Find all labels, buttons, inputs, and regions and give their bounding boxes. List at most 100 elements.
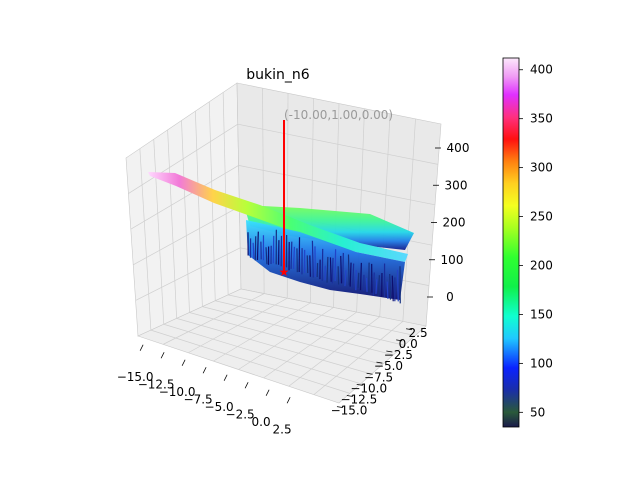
- y-tick-mark: [406, 328, 413, 331]
- chart-title: bukin_n6: [246, 67, 310, 83]
- colorbar-fill: [502, 57, 520, 428]
- grid-line: [228, 294, 416, 336]
- surface-spike: [311, 240, 314, 278]
- y-tick-label: −7.5: [364, 370, 393, 384]
- surface-spike: [252, 242, 255, 259]
- colorbar-tick-label: 150: [530, 307, 553, 321]
- y-tick-mark: [396, 339, 403, 342]
- surface-ridge: [148, 172, 408, 262]
- grid-line: [215, 300, 405, 346]
- x-tick-label: −12.5: [138, 377, 175, 391]
- grid-line: [139, 148, 152, 331]
- colorbar-tick-label: 250: [530, 210, 553, 224]
- y-axis-ticks: −15.0−12.5−10.0−7.5−5.0−2.50.02.5: [331, 326, 428, 418]
- y-tick-mark: [356, 384, 363, 386]
- surface-spike: [352, 263, 355, 288]
- surface-spike: [359, 262, 362, 291]
- grid-line: [135, 247, 241, 301]
- grid-line: [288, 316, 380, 387]
- minimum-annotation: (-10.00,1.00,0.00): [284, 108, 393, 122]
- surface-spike: [256, 231, 259, 261]
- x-tick-label: −15.0: [117, 370, 154, 384]
- x-tick-mark: [286, 397, 291, 404]
- x-tick-label: 2.5: [273, 422, 292, 436]
- grid-line: [153, 139, 165, 325]
- surface-spike: [290, 241, 293, 269]
- minimum-star: ★: [279, 265, 290, 279]
- surface-spike: [375, 279, 378, 294]
- surface-spike: [365, 277, 368, 292]
- z-tick-label: 0: [446, 290, 454, 304]
- surface-plot: [148, 172, 414, 304]
- x-tick-mark: [139, 344, 144, 351]
- grid-line: [130, 165, 239, 230]
- surface-spike: [331, 257, 334, 284]
- y-tick-label: −10.0: [350, 381, 387, 395]
- x-tick-mark: [244, 382, 249, 389]
- x-tick-mark: [265, 389, 270, 396]
- grid-line: [128, 123, 238, 194]
- surface-front-sheet: [246, 220, 405, 300]
- surface-spike: [349, 262, 352, 287]
- minimum-marker-group: ★ (-10.00,1.00,0.00): [279, 108, 394, 279]
- grid-line: [167, 129, 177, 319]
- x-tick-label: 0.0: [252, 415, 271, 429]
- y-tick-mark: [346, 395, 353, 397]
- y-tick-label: −5.0: [374, 359, 403, 373]
- x-tick-mark: [160, 352, 165, 359]
- surface-spike: [389, 273, 392, 300]
- colorbar-ticks: 50 100 150 200 250 300 350 400: [519, 63, 553, 419]
- grid-line: [202, 306, 394, 356]
- surface-spike: [344, 270, 347, 287]
- x-tick-label: −7.5: [184, 392, 213, 406]
- grid-line: [238, 307, 334, 370]
- surface-spike: [347, 254, 350, 286]
- colorbar-tick-label: 50: [530, 405, 545, 419]
- z-tick-label: 100: [441, 253, 464, 267]
- y-tick-label: −15.0: [331, 404, 368, 418]
- colorbar-tick-label: 100: [530, 356, 553, 370]
- x-tick-label: −5.0: [205, 400, 234, 414]
- grid-line: [313, 321, 404, 395]
- floor-pane: [137, 288, 427, 404]
- x-axis-ticks: −15.0−12.5−10.0−7.5−5.0−2.50.02.5: [117, 344, 292, 436]
- grid-line: [238, 165, 436, 206]
- surface-spike: [386, 281, 389, 299]
- y-tick-label: −2.5: [384, 348, 413, 362]
- surface-spike: [342, 252, 344, 284]
- x-tick-label: −2.5: [226, 407, 255, 421]
- surface-spike: [391, 275, 394, 302]
- grid-line: [402, 118, 416, 322]
- x-tick-label: −10.0: [159, 385, 196, 399]
- z-axis-ticks: 0 100 200 300 400: [427, 141, 469, 304]
- y-tick-label: −12.5: [340, 393, 377, 407]
- surface-spike: [329, 257, 332, 282]
- grid-line: [195, 111, 203, 307]
- surface-spike: [340, 255, 343, 284]
- surface-spike: [372, 272, 375, 296]
- z-tick-label: 200: [443, 216, 466, 230]
- x-tick-mark: [202, 367, 207, 374]
- surface-spike: [396, 269, 399, 302]
- grid-line: [263, 311, 357, 379]
- y-tick-mark: [386, 350, 393, 353]
- surface-spike: [309, 255, 311, 277]
- y-tick-mark: [336, 406, 344, 409]
- y-tick-mark: [376, 361, 383, 364]
- grid-line: [181, 120, 190, 313]
- surface-spikes: [247, 229, 401, 304]
- grid-line: [133, 206, 240, 266]
- colorbar-tick-label: 350: [530, 112, 553, 126]
- surface-spike: [377, 275, 380, 297]
- surface-spike: [357, 272, 360, 288]
- z-tick-label: 300: [445, 178, 468, 192]
- y-tick-label: 2.5: [409, 326, 428, 340]
- y-tick-label: 0.0: [399, 337, 418, 351]
- x-tick-mark: [223, 374, 228, 381]
- surface-spike: [292, 246, 295, 269]
- colorbar-tick-label: 400: [530, 63, 553, 77]
- grid-line: [237, 123, 439, 165]
- surface-spike: [265, 247, 268, 265]
- colorbar: 50 100 150 200 250 300 350 400: [502, 57, 553, 428]
